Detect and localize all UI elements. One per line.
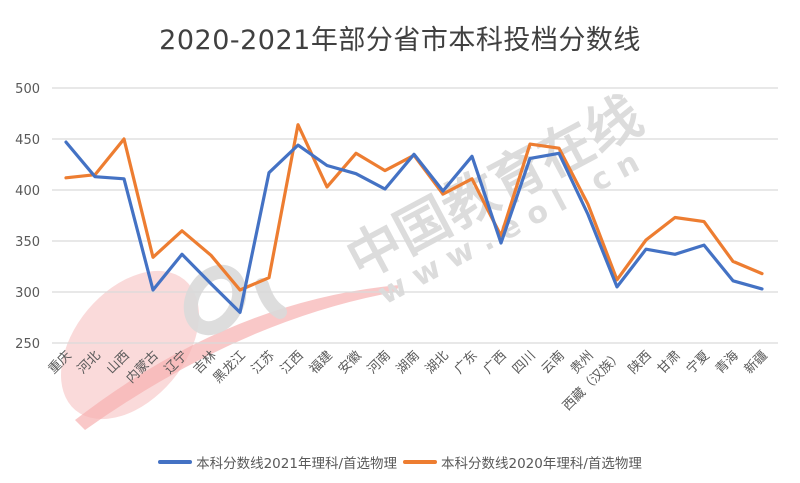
svg-text:广东: 广东 <box>452 348 481 377</box>
svg-text:新疆: 新疆 <box>741 348 771 378</box>
svg-text:广西: 广西 <box>481 348 510 377</box>
legend-swatch-orange <box>403 460 437 464</box>
svg-text:云南: 云南 <box>538 348 568 378</box>
svg-text:450: 450 <box>15 133 40 148</box>
svg-text:青海: 青海 <box>713 348 742 377</box>
svg-text:500: 500 <box>15 82 40 97</box>
legend-swatch-blue <box>158 460 193 464</box>
svg-text:宁夏: 宁夏 <box>683 348 713 378</box>
svg-text:250: 250 <box>15 337 40 352</box>
svg-text:安徽: 安徽 <box>336 348 365 377</box>
svg-text:甘肃: 甘肃 <box>655 348 684 377</box>
legend-label-2020: 本科分数线2020年理科/首选物理 <box>441 456 642 472</box>
svg-text:四川: 四川 <box>510 348 539 377</box>
gridlines <box>52 87 778 344</box>
svg-text:300: 300 <box>15 286 40 301</box>
svg-text:福建: 福建 <box>307 348 336 377</box>
series-lines <box>64 123 764 314</box>
svg-text:湖南: 湖南 <box>393 348 423 378</box>
legend-label-2021: 本科分数线2021年理科/首选物理 <box>196 456 397 472</box>
svg-text:400: 400 <box>15 184 40 199</box>
legend: 本科分数线2021年理科/首选物理 本科分数线2020年理科/首选物理 <box>0 452 800 472</box>
svg-text:350: 350 <box>15 235 40 250</box>
svg-text:江西: 江西 <box>278 348 307 377</box>
svg-text:河南: 河南 <box>364 348 394 378</box>
svg-text:湖北: 湖北 <box>423 348 452 377</box>
chart-title: 2020-2021年部分省市本科投档分数线 <box>159 25 641 56</box>
svg-text:黑龙江: 黑龙江 <box>211 348 249 386</box>
legend-item-2021: 本科分数线2021年理科/首选物理 <box>158 452 397 472</box>
legend-item-2020: 本科分数线2020年理科/首选物理 <box>403 452 642 472</box>
svg-text:江苏: 江苏 <box>248 348 278 378</box>
y-axis-ticks: 250 300 350 400 450 500 <box>15 82 40 352</box>
svg-text:陕西: 陕西 <box>626 348 655 377</box>
